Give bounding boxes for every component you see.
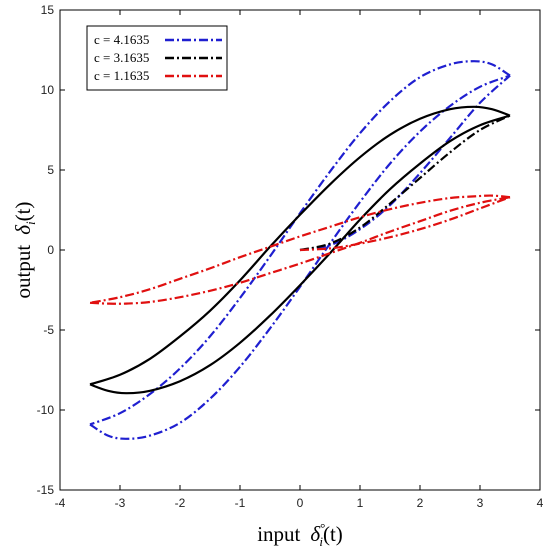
series-2-ascending-curve xyxy=(89,196,511,305)
y-tick-label: 0 xyxy=(47,243,54,257)
x-tick-label: -4 xyxy=(55,496,66,510)
y-axis-label-word: output xyxy=(11,245,35,299)
series-1-ascending-curve xyxy=(89,114,511,395)
x-tick-label: 1 xyxy=(357,496,364,510)
x-axis-label-sub: i xyxy=(319,534,323,549)
y-tick-label: 10 xyxy=(41,83,55,97)
x-axis-label-arg: (t) xyxy=(323,522,343,546)
y-axis-label-symbol: δ xyxy=(11,224,35,235)
y-tick-label: -5 xyxy=(43,323,54,337)
y-axis-label-arg: (t) xyxy=(11,202,35,222)
x-tick-label: -3 xyxy=(115,496,126,510)
series-1-descending-curve xyxy=(89,105,511,386)
series-0-initial-curve xyxy=(299,74,511,252)
x-axis-label-word: input xyxy=(257,522,300,546)
series-layer xyxy=(89,60,511,440)
series-1 xyxy=(89,105,511,395)
x-tick-label: -1 xyxy=(235,496,246,510)
series-2-initial-curve xyxy=(299,196,511,252)
y-tick-label: 5 xyxy=(47,163,54,177)
x-tick-label: -2 xyxy=(175,496,186,510)
legend-label-1: c = 3.1635 xyxy=(94,50,149,65)
x-tick-label: 0 xyxy=(297,496,304,510)
x-tick-label: 2 xyxy=(417,496,424,510)
y-tick-label: 15 xyxy=(41,3,55,17)
legend-label-2: c = 1.1635 xyxy=(94,68,149,83)
y-axis-label: output δi(t) xyxy=(11,202,38,299)
series-0-ascending-curve xyxy=(89,74,511,440)
y-tick-label: -10 xyxy=(37,403,55,417)
series-2 xyxy=(89,194,511,305)
y-axis-label-sub: i xyxy=(23,221,38,225)
x-tick-label: 3 xyxy=(477,496,484,510)
legend: c = 4.1635 c = 3.1635 c = 1.1635 xyxy=(86,25,228,91)
legend-label-0: c = 4.1635 xyxy=(94,32,149,47)
series-0-descending-curve xyxy=(89,60,511,426)
series-1-initial-curve xyxy=(299,114,511,252)
y-tick-label: -15 xyxy=(37,483,55,497)
x-axis-label-sup: ° xyxy=(320,520,325,535)
x-tick-label: 4 xyxy=(537,496,544,510)
x-axis-label-symbol: δ xyxy=(310,522,321,546)
x-axis-label: input δ° i(t) xyxy=(257,520,343,549)
series-2-descending-curve xyxy=(89,194,511,304)
